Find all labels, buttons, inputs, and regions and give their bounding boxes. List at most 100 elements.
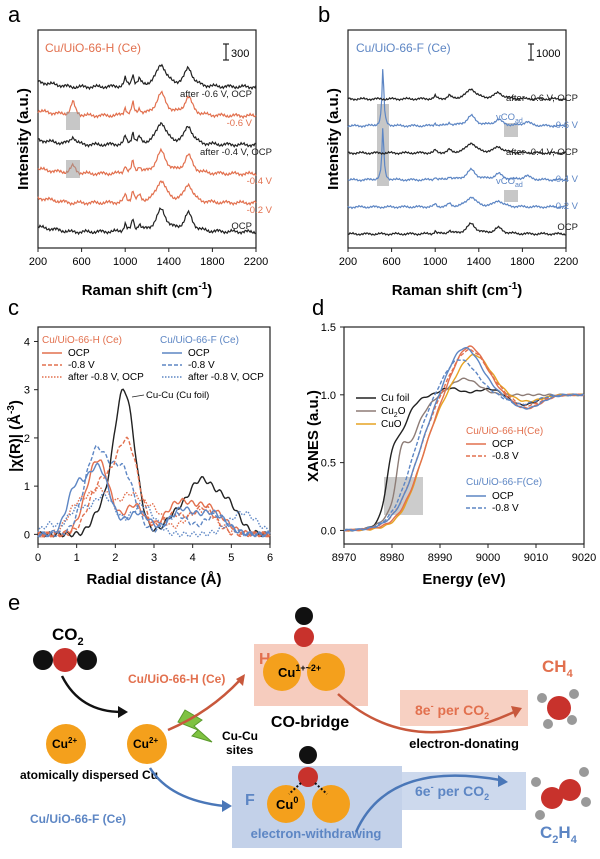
series-label: OCP <box>557 222 578 233</box>
panel-c-label: c <box>8 295 19 320</box>
h-co-carbon <box>295 607 313 625</box>
exafs-h-08 <box>37 436 271 538</box>
cu2plus-left-label: Cu2+ <box>52 736 77 751</box>
panel-b-ylabel: Intensity (a.u.) <box>325 88 342 190</box>
d-xtick-label: 9020 <box>572 552 596 564</box>
legend-d-f-08: -0.8 V <box>492 503 519 514</box>
f-cu-ball-1 <box>267 785 305 823</box>
panel-b-scale-bar: 1000 <box>528 43 560 61</box>
ch4-label: CH4 <box>542 657 574 680</box>
arrow-to-f-head-icon <box>222 800 232 812</box>
panel-c-curves <box>37 388 271 538</box>
series--0-2-V <box>347 196 567 210</box>
xanes-cu2o <box>343 377 585 532</box>
series--0-6-V <box>37 90 257 120</box>
arrow-to-c2h4-head-icon <box>498 775 508 787</box>
series-label: OCP <box>231 221 252 232</box>
panel-d-curves <box>343 345 585 532</box>
dispersed-cu-label: atomically dispersed Cu <box>20 768 158 782</box>
c-xtick-label: 1 <box>74 552 80 564</box>
cucu-label-2: sites <box>226 743 254 757</box>
panel-e: e CO2 Cu2+ Cu2+ atomically dispersed Cu … <box>8 590 591 848</box>
panel-a-scale-bar: 300 <box>223 43 249 61</box>
e6-label: 6e- per CO2 <box>415 782 489 802</box>
panel-b-highlight-peak <box>377 104 389 186</box>
d-xtick-label: 8970 <box>332 552 356 564</box>
xtick-label: 200 <box>339 256 357 268</box>
series-label: after -0.4 V, OCP <box>506 147 578 158</box>
panel-a-ylabel: Intensity (a.u.) <box>15 88 32 190</box>
f-bond-right <box>314 782 328 795</box>
xtick-label: 1000 <box>113 256 137 268</box>
legend-d-f-title: Cu/UiO-66-F(Ce) <box>466 477 542 488</box>
scheme-f-label: Cu/UiO-66-F (Ce) <box>30 812 126 826</box>
panel-c-legend-h-title: Cu/UiO-66-H (Ce) <box>42 335 122 346</box>
h-site-letter: H <box>259 651 271 668</box>
scheme-h-label: Cu/UiO-66-H (Ce) <box>128 672 225 686</box>
legend-f-after: after -0.8 V, OCP <box>188 372 264 383</box>
d-ytick-label: 1.5 <box>321 322 336 334</box>
legend-d-f-ocp: OCP <box>492 491 514 502</box>
co2-to-cu-arrow <box>60 675 123 714</box>
xanes-f-ocp <box>343 346 585 532</box>
panel-c-annotation-pointer <box>131 394 145 398</box>
legend-h-ocp: OCP <box>68 348 90 359</box>
arrow-to-h-head-icon <box>236 674 245 686</box>
f-bond-left <box>288 782 302 795</box>
h-cu-ball-2 <box>307 653 345 691</box>
legend-d-h-title: Cu/UiO-66-H(Ce) <box>466 426 543 437</box>
xtick-label: 600 <box>72 256 90 268</box>
series-label: after -0.4 V, OCP <box>200 147 272 158</box>
c-xtick-label: 0 <box>35 552 41 564</box>
panel-a-title: Cu/UiO-66-H (Ce) <box>45 41 141 55</box>
co2-molecule-icon <box>33 648 97 672</box>
c-xtick-label: 4 <box>190 552 196 564</box>
xtick-label: 2200 <box>244 256 268 268</box>
c-xtick-label: 5 <box>228 552 234 564</box>
panel-d: d 8970 8980 8990 9000 9010 9020 0.0 0.5 1.0 1.5 C… <box>305 295 596 588</box>
f-co-carbon <box>299 746 317 764</box>
panel-b-label: b <box>318 2 330 27</box>
xtick-label: 200 <box>29 256 47 268</box>
legend-h-after: after -0.8 V, OCP <box>68 372 144 383</box>
xtick-label: 1000 <box>423 256 447 268</box>
c-ytick-label: 3 <box>24 385 30 397</box>
panel-a-xlabel: Raman shift (cm-1) <box>82 281 213 299</box>
f-site-letter: F <box>245 792 255 809</box>
panel-c-legend-h: Cu/UiO-66-H (Ce) OCP -0.8 V after -0.8 V… <box>42 335 144 383</box>
xtick-label: 1400 <box>157 256 181 268</box>
c-xtick-label: 3 <box>151 552 157 564</box>
panel-a-series-labels: OCP -0.2 V -0.4 V after -0.4 V, OCP -0.6 V af… <box>180 89 273 232</box>
series-label: -0.6 V <box>227 118 253 129</box>
xanes-f-08 <box>343 359 585 532</box>
panel-a-highlight-2 <box>66 160 80 178</box>
series-label: after -0.6 V, OCP <box>180 89 252 100</box>
panel-c-legend-f: Cu/UiO-66-F (Ce) OCP -0.8 V after -0.8 V… <box>160 335 264 383</box>
panel-c-xlabel: Radial distance (Å) <box>86 571 221 588</box>
panel-c-annotation: Cu-Cu (Cu foil) <box>146 390 209 401</box>
panel-b-vco-label-1: vCOad <box>496 112 523 125</box>
c-xtick-label: 2 <box>112 552 118 564</box>
panel-c-ticks: 0 1 2 3 4 5 6 0 1 2 3 4 <box>24 336 273 564</box>
xtick-label: 1800 <box>510 256 534 268</box>
legend-h-08: -0.8 V <box>68 360 95 371</box>
panel-e-label: e <box>8 590 20 615</box>
cu2plus-ball-left <box>46 724 86 764</box>
series-label: -0.4 V <box>247 176 273 187</box>
panel-d-frame <box>343 326 585 545</box>
legend-f-08: -0.8 V <box>188 360 215 371</box>
series--0-4-V <box>347 128 567 183</box>
h-cu-label: Cu1+~2+ <box>278 663 321 680</box>
panel-b-highlight-vco-2 <box>504 190 518 202</box>
series-after--0-4-V--OCP <box>347 142 567 156</box>
d-ytick-label: 1.0 <box>321 390 336 402</box>
arrow-to-h <box>167 679 241 732</box>
withdrawing-label: electron-withdrawing <box>251 826 382 841</box>
panel-b-frame <box>347 29 567 249</box>
panel-d-xlabel: Energy (eV) <box>422 571 505 588</box>
panel-d-ylabel: XANES (a.u.) <box>305 390 322 482</box>
legend-f-ocp: OCP <box>188 348 210 359</box>
xanes-cu-foil <box>343 387 585 532</box>
panel-b-series-labels: OCP -0.2 V -0.4 V after -0.4 V, OCP -0.6 V af… <box>506 93 579 233</box>
exafs-h-after <box>37 485 271 538</box>
